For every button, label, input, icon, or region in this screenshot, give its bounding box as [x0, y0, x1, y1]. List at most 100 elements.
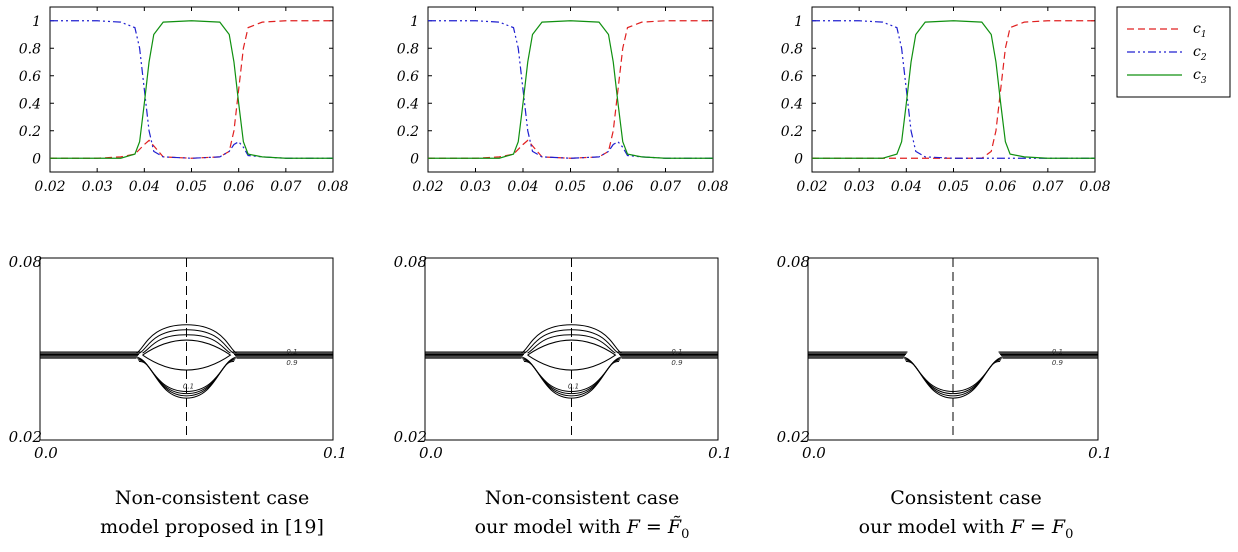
caption-left-line1: Non-consistent case [114, 487, 310, 509]
caption-middle-line1: Non-consistent case [484, 487, 680, 509]
caption-middle: Non-consistent case our model with F = F… [422, 484, 742, 549]
caption-right-line2: our model with F = F0 [806, 513, 1126, 549]
contour-lens-inner [527, 339, 617, 371]
contour-label-high: 0.9 [1052, 359, 1064, 367]
plot-frame [49, 6, 334, 173]
y-tick-label: 0.08 [9, 253, 42, 271]
caption-right: Consistent case our model with F = F0 [806, 484, 1126, 549]
x-tick-label: 0.08 [1079, 179, 1110, 195]
plot-frame [427, 6, 714, 173]
line-chart-top-left: 0.02 0.03 0.04 0.05 0.06 0.07 0.08 0 0.2 0.4 0.6 0.… [19, 6, 349, 195]
contour-label-low: 0.1 [286, 348, 297, 356]
x-tick-label: 0.06 [985, 179, 1016, 195]
contour-lens-top [136, 324, 237, 354]
series-c3-line [428, 20, 713, 159]
y-tick-label: 0.08 [777, 253, 810, 271]
x-tick-label: 0.1 [323, 444, 347, 462]
caption-left: Non-consistent case model proposed in [1… [52, 484, 372, 542]
x-tick-label: 0.04 [507, 179, 538, 195]
contour-lens-inner [142, 339, 232, 371]
contour-lens-bottom [905, 361, 1001, 399]
plot-frame [811, 6, 1096, 173]
series-c1-line [812, 20, 1095, 159]
series-c2-line [50, 20, 333, 159]
y-tick-label: 0.6 [397, 69, 419, 85]
contour-chart-bottom-left: 0.0 0.1 0.02 0.08 0.1 0.1 0.9 [9, 253, 347, 462]
y-tick-label: 0.02 [9, 428, 42, 446]
y-tick-label: 0.8 [397, 41, 419, 57]
contour-label-low: 0.1 [671, 348, 682, 356]
caption-right-math: F = F [1010, 516, 1066, 538]
line-chart-top-right: 0.02 0.03 0.04 0.05 0.06 0.07 0.08 0 0.2 0.4 0.6 0.… [781, 6, 1111, 195]
x-tick-label: 0.02 [796, 179, 827, 195]
caption-right-text: our model with [858, 516, 1005, 538]
series-c3-line [50, 20, 333, 159]
contour-label-low: 0.1 [1052, 348, 1063, 356]
contour-lens-top [139, 329, 234, 354]
contour-lens-top [527, 334, 616, 354]
y-tick-label: 1 [32, 14, 41, 30]
y-tick-label: 0.02 [777, 428, 810, 446]
caption-middle-math: F = F̃ [626, 516, 682, 538]
y-tick-label: 0 [794, 151, 803, 167]
contour-label-high: 0.9 [671, 359, 683, 367]
x-tick-label: 0.07 [1032, 179, 1063, 195]
contour-label-high: 0.9 [286, 359, 298, 367]
x-tick-label: 0.07 [650, 179, 681, 195]
caption-middle-line2: our model with F = F̃0 [422, 513, 742, 549]
contour-lens-top [521, 324, 622, 354]
contour-lens-top [524, 329, 619, 354]
x-tick-label: 0.03 [82, 179, 113, 195]
y-tick-label: 0.02 [394, 428, 427, 446]
y-tick-label: 0.08 [394, 253, 427, 271]
y-tick-label: 0.4 [397, 96, 419, 112]
y-tick-label: 0.2 [19, 124, 41, 140]
x-tick-label: 0.0 [802, 444, 826, 462]
contour-label-low: 0.1 [568, 382, 579, 390]
x-tick-label: 0.1 [1088, 444, 1112, 462]
contour-lens-top [142, 334, 231, 354]
x-tick-label: 0.08 [317, 179, 348, 195]
y-tick-label: 0.8 [781, 41, 803, 57]
caption-right-sub: 0 [1065, 526, 1074, 542]
x-tick-label: 0.05 [176, 179, 207, 195]
x-tick-label: 0.04 [891, 179, 922, 195]
series-c1-line [428, 20, 713, 159]
series-c3-line [812, 20, 1095, 159]
x-tick-label: 0.08 [697, 179, 728, 195]
y-tick-label: 0.6 [19, 69, 41, 85]
caption-right-line1: Consistent case [890, 487, 1042, 509]
contour-label-low: 0.1 [183, 382, 194, 390]
x-tick-label: 0.03 [460, 179, 491, 195]
x-tick-label: 0.05 [938, 179, 969, 195]
x-tick-label: 0.0 [34, 444, 58, 462]
series-c2-line [428, 20, 713, 159]
y-tick-label: 0.8 [19, 41, 41, 57]
contour-lens-bottom [138, 361, 235, 399]
y-tick-label: 0 [410, 151, 419, 167]
y-tick-label: 1 [410, 14, 419, 30]
y-tick-label: 0.4 [19, 96, 41, 112]
x-tick-label: 0.0 [419, 444, 443, 462]
caption-middle-text: our model with [474, 516, 621, 538]
line-chart-top-middle: 0.02 0.03 0.04 0.05 0.06 0.07 0.08 0 0.2 0.4 0.6 0.… [397, 6, 729, 195]
caption-middle-sub: 0 [681, 526, 690, 542]
x-tick-label: 0.06 [223, 179, 254, 195]
caption-left-line2: model proposed in [19] [100, 516, 324, 538]
x-tick-label: 0.06 [602, 179, 633, 195]
x-tick-label: 0.02 [412, 179, 443, 195]
series-c1-line [50, 20, 333, 159]
contour-chart-bottom-middle: 0.0 0.1 0.02 0.08 0.1 0.1 0.9 [394, 253, 732, 462]
y-tick-label: 0.2 [781, 124, 803, 140]
x-tick-label: 0.02 [34, 179, 65, 195]
y-tick-label: 0.4 [781, 96, 803, 112]
x-tick-label: 0.04 [129, 179, 160, 195]
x-tick-label: 0.1 [708, 444, 732, 462]
y-tick-label: 0.2 [397, 124, 419, 140]
y-tick-label: 0.6 [781, 69, 803, 85]
x-tick-label: 0.07 [270, 179, 301, 195]
y-tick-label: 1 [794, 14, 803, 30]
x-tick-label: 0.05 [555, 179, 586, 195]
